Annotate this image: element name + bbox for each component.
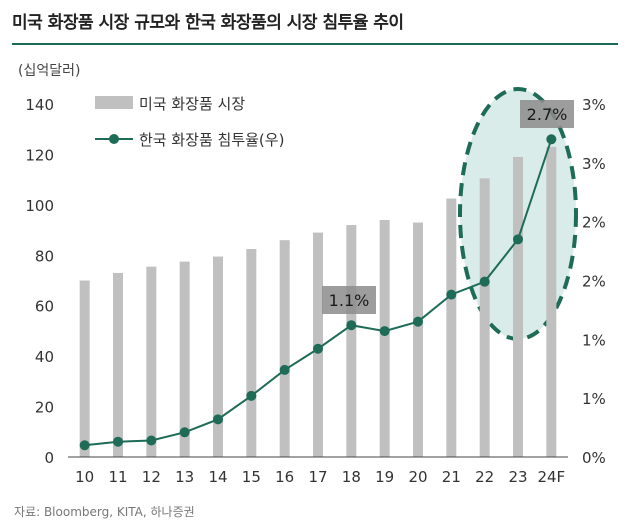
y-left-tick-label: 40 [35, 348, 54, 366]
x-tick-label-11: 11 [108, 468, 127, 486]
title-divider [12, 43, 618, 45]
x-tick-label-23: 23 [508, 468, 527, 486]
line-point-24F [546, 134, 557, 145]
x-tick-label-10: 10 [75, 468, 94, 486]
bar-20 [413, 222, 423, 457]
line-point-21 [446, 289, 457, 300]
x-tick-label-15: 15 [242, 468, 261, 486]
x-tick-label-24F: 24F [537, 468, 565, 486]
y-right-tick-label: 2% [582, 214, 606, 232]
chart-title: 미국 화장품 시장 규모와 한국 화장품의 시장 침투율 추이 [12, 13, 404, 33]
y-left-tick-label: 60 [35, 298, 54, 316]
bar-19 [379, 219, 390, 457]
x-tick-label-17: 17 [308, 468, 327, 486]
line-point-14 [213, 414, 223, 425]
y-right-tick-label: 1% [582, 331, 606, 349]
callout-label-24F: 2.7% [527, 105, 568, 124]
bar-16 [279, 240, 290, 457]
line-point-13 [179, 427, 190, 438]
bar-15 [246, 248, 257, 457]
line-point-15 [246, 390, 257, 401]
x-tick-label-19: 19 [375, 468, 394, 486]
legend-bar-label: 미국 화장품 시장 [139, 95, 245, 113]
y-right-tick-label: 2% [582, 273, 606, 291]
line-point-18 [346, 320, 357, 331]
y-right-tick-label: 3% [582, 96, 606, 114]
y-left-tick-label: 100 [25, 197, 54, 215]
legend-line-label: 한국 화장품 침투율(우) [139, 131, 284, 149]
y-right-tick-label: 0% [582, 449, 606, 467]
bar-12 [146, 266, 157, 457]
y-left-tick-label: 140 [25, 96, 54, 114]
line-point-16 [279, 364, 290, 375]
line-point-19 [379, 326, 390, 337]
callout-box-24F [520, 100, 574, 128]
legend-bar-swatch [95, 96, 133, 109]
callout-label-18: 1.1% [329, 291, 370, 310]
bar-14 [213, 256, 223, 457]
bar-24F [546, 146, 557, 457]
y-left-tick-label: 120 [25, 146, 54, 164]
line-point-22 [479, 276, 490, 287]
y-right-tick-label: 3% [582, 155, 606, 173]
x-tick-label-21: 21 [442, 468, 461, 486]
x-tick-label-18: 18 [342, 468, 361, 486]
legend-line-marker [109, 134, 119, 144]
x-tick-label-16: 16 [275, 468, 294, 486]
bar-series [79, 146, 557, 457]
line-point-11 [113, 436, 123, 447]
callout-box-18 [322, 286, 376, 314]
y-left-tick-label: 80 [35, 247, 54, 265]
line-point-23 [513, 234, 523, 245]
bar-23 [513, 156, 523, 457]
bar-13 [179, 261, 190, 457]
x-tick-label-22: 22 [475, 468, 494, 486]
x-tick-label-20: 20 [408, 468, 427, 486]
bar-11 [113, 272, 123, 457]
bar-10 [79, 280, 90, 457]
y-right-tick-label: 1% [582, 390, 606, 408]
bar-18 [346, 225, 357, 457]
line-point-10 [79, 440, 90, 451]
line-point-12 [146, 435, 157, 446]
x-tick-label-12: 12 [142, 468, 161, 486]
x-tick-label-13: 13 [175, 468, 194, 486]
line-series [79, 134, 557, 451]
y-left-tick-label: 0 [44, 449, 54, 467]
line-point-20 [413, 316, 423, 327]
source-note: 자료: Bloomberg, KITA, 하나증권 [14, 505, 195, 519]
bar-22 [479, 178, 490, 457]
y-left-tick-label: 20 [35, 399, 54, 417]
axes: 0 20 40 60 80 100 120 140 0% 1% 1% 2% 2% 3% 3% 10 11 12 13… [25, 96, 605, 486]
x-tick-label-14: 14 [208, 468, 227, 486]
left-axis-unit-label: (십억달러) [18, 63, 81, 79]
line-point-17 [313, 343, 323, 354]
callouts: 1.1% 2.7% [322, 100, 574, 314]
bar-21 [446, 198, 457, 457]
